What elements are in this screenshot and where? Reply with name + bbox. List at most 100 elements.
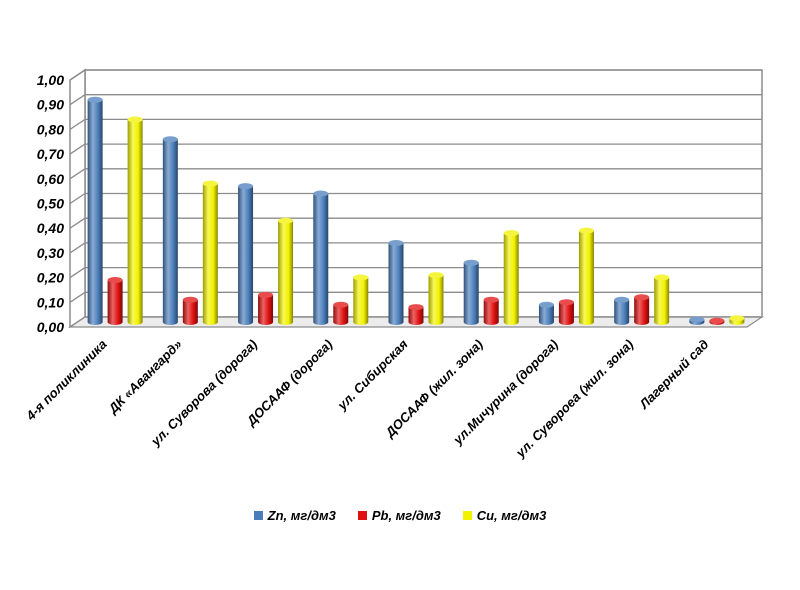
legend-swatch-zn (253, 511, 263, 520)
legend-item-cu: Cu, мг/дм3 (462, 508, 547, 523)
y-tick-label: 0,90 (37, 97, 64, 113)
bar-body (388, 242, 404, 325)
gridline-side (69, 316, 86, 328)
bar (313, 190, 329, 325)
gridline-side (69, 242, 86, 254)
bar-top (238, 183, 254, 190)
bars (87, 96, 745, 326)
bar (463, 259, 479, 325)
bar-top (162, 136, 178, 143)
y-axis-ticks: 0,00 0,10 0,20 0,30 0,40 0,50 0,60 0,70 0,80 0,90… (37, 72, 64, 335)
gridline-side (69, 118, 86, 130)
x-tick-label: Лагерный сад (636, 337, 712, 413)
bar-top (578, 227, 594, 234)
legend-swatch-cu (462, 511, 472, 520)
bar (558, 299, 574, 325)
bar-body (538, 304, 554, 325)
gridline-side (69, 143, 86, 155)
bar-body (107, 280, 123, 325)
bar-top (333, 301, 349, 308)
gridline-side (69, 267, 86, 279)
bar (483, 296, 499, 325)
bar-top (258, 291, 274, 298)
legend-swatch-pb (357, 511, 367, 520)
bar-body (238, 186, 254, 325)
x-tick-label: ул. Сибирская (334, 336, 411, 413)
bar-body (503, 233, 519, 325)
bar-top (278, 217, 294, 224)
bar-top (463, 259, 479, 266)
y-tick-label: 1,00 (37, 72, 64, 88)
bar (408, 304, 424, 325)
legend-item-pb: Pb, мг/дм3 (357, 508, 441, 523)
bar (388, 239, 404, 325)
y-tick-label: 0,20 (37, 270, 64, 286)
bar-body (258, 294, 274, 325)
bar (578, 227, 594, 325)
bar (258, 291, 274, 325)
bar-top (483, 296, 499, 303)
bar-body (162, 139, 178, 325)
gridline-side (69, 94, 86, 106)
bar (614, 296, 630, 325)
bar-top (388, 239, 404, 246)
bar-body (463, 262, 479, 325)
bar (353, 274, 369, 325)
bar-top (202, 180, 218, 187)
bar (182, 296, 198, 325)
bar-top (313, 190, 329, 197)
gridline-side (69, 291, 86, 303)
gridline-side (69, 69, 86, 81)
y-tick-label: 0,10 (37, 294, 64, 310)
bar-top (182, 296, 198, 303)
bar (238, 183, 254, 325)
bar-body (654, 277, 670, 325)
bar (709, 317, 725, 325)
bar-body (614, 299, 630, 325)
x-tick-label: ДК «Авангард» (105, 337, 185, 417)
y-tick-label: 0,70 (37, 146, 64, 162)
y-tick-label: 0,50 (37, 196, 64, 212)
bar-body (333, 304, 349, 325)
bar-top (538, 301, 554, 308)
bar (87, 96, 103, 325)
bar-top (428, 272, 444, 279)
bar-top (503, 230, 519, 237)
x-tick-label: 4-я поликлиника (22, 337, 109, 424)
bar-body (634, 297, 650, 325)
bar-body (578, 230, 594, 325)
bar-body (278, 220, 294, 325)
gridline-side (69, 168, 86, 180)
bar-top (353, 274, 369, 281)
bar (127, 116, 143, 326)
bar-body (483, 299, 499, 325)
bar-body (202, 183, 218, 325)
y-tick-label: 0,00 (37, 319, 64, 335)
y-tick-label: 0,30 (37, 245, 64, 261)
bar (538, 301, 554, 325)
gridline-side (69, 192, 86, 205)
legend-item-zn: Zn, мг/дм3 (253, 508, 336, 523)
bar-body (87, 99, 103, 325)
bar-top (634, 294, 650, 301)
legend-label-cu: Cu, мг/дм3 (476, 508, 547, 523)
bar-top (709, 317, 725, 324)
bar (162, 136, 178, 325)
bar-top (408, 304, 424, 311)
bar-body (408, 307, 424, 325)
bar-body (182, 299, 198, 325)
bar-top (729, 315, 745, 322)
bar-body (313, 193, 329, 325)
bar (729, 315, 745, 325)
bar-body (558, 302, 574, 325)
bar-body (353, 277, 369, 325)
bar-top (107, 277, 123, 284)
y-tick-label: 0,80 (37, 121, 64, 137)
bar (689, 316, 705, 325)
bar-top (689, 316, 705, 323)
bar-top (614, 296, 630, 303)
bar-top (558, 299, 574, 306)
bar (278, 217, 294, 325)
